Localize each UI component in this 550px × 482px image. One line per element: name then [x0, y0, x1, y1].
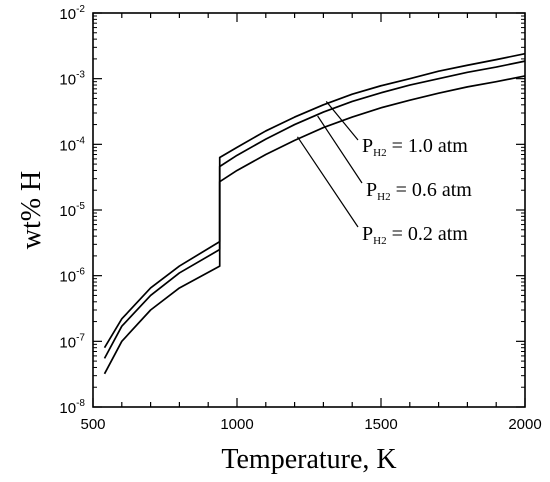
- y-tick-label: 10-5: [59, 201, 85, 220]
- y-tick-label: 10-2: [59, 4, 85, 23]
- y-tick-label: 10-3: [59, 70, 85, 89]
- x-tick-label: 500: [80, 416, 105, 433]
- series-annotations: PH2 = 1.0 atm PH2 = 0.6 atm PH2 = 0.2 atm: [296, 101, 472, 247]
- y-tick-label: 10-4: [59, 135, 85, 154]
- y-tick-label: 10-7: [59, 332, 85, 351]
- series-line-2: [103, 60, 526, 359]
- y-tick-label: 10-8: [59, 398, 85, 417]
- y-axis-title: wt% H: [16, 171, 47, 250]
- x-tick-label: 1000: [220, 416, 253, 433]
- leader-line-3: [296, 136, 359, 228]
- x-tick-label: 1500: [364, 416, 397, 433]
- series-label-2: PH2 = 0.6 atm: [366, 179, 472, 203]
- axis-tick-labels: 500 1000 1500 2000 10-8 10-7 10-6 10-5 10-4 10-3 1…: [59, 4, 541, 433]
- x-tick-label: 2000: [508, 416, 541, 433]
- series-label-3: PH2 = 0.2 atm: [362, 223, 468, 247]
- y-tick-label: 10-6: [59, 267, 85, 286]
- x-axis-title: Temperature, K: [221, 444, 396, 475]
- series-line-3: [103, 75, 526, 375]
- series-lines: [103, 52, 526, 375]
- plot-frame: [92, 12, 526, 408]
- series-line-1: [103, 52, 526, 349]
- axis-ticks: [92, 12, 526, 408]
- series-label-1: PH2 = 1.0 atm: [362, 135, 468, 159]
- leader-line-1: [325, 101, 359, 141]
- leader-line-2: [317, 115, 363, 184]
